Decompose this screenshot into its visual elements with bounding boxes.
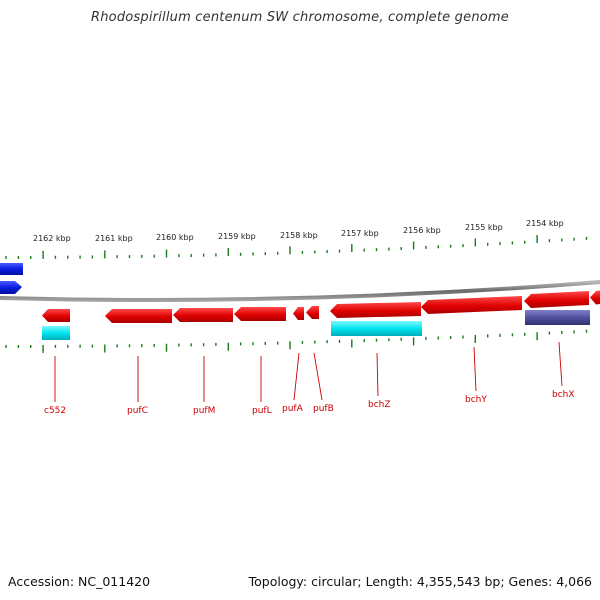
gene-arrow-icon[interactable]: [173, 308, 233, 322]
gene-label-pufc: pufC: [127, 406, 148, 416]
gene-feature-cyan[interactable]: [42, 326, 70, 340]
kbp-label: 2160 kbp: [156, 233, 194, 242]
gene-label-pufb: pufB: [313, 404, 334, 414]
chromosome-backbone: [0, 280, 600, 302]
gene-label-pufl: pufL: [252, 406, 272, 416]
kbp-label: 2161 kbp: [95, 234, 133, 243]
kbp-label: 2156 kbp: [403, 226, 441, 235]
gene-label-bchz: bchZ: [368, 400, 391, 410]
gene-arrow-icon[interactable]: [524, 291, 589, 308]
gene-arrow-icon[interactable]: [330, 302, 421, 318]
topology-text: Topology: circular; Length: 4,355,543 bp…: [248, 574, 592, 589]
gene-label-pufm: pufM: [193, 406, 215, 416]
gene-arrow-icon[interactable]: [590, 290, 600, 305]
kbp-label: 2155 kbp: [465, 223, 503, 232]
gene-label-bchx: bchX: [552, 390, 575, 400]
kbp-scale-labels: 2162 kbp 2161 kbp 2160 kbp 2159 kbp 2158…: [33, 219, 564, 243]
gene-label-bchy: bchY: [465, 395, 487, 405]
label-leaders: [54, 341, 563, 402]
map-title: Rhodospirillum centenum SW chromosome, c…: [91, 10, 509, 25]
gene-labels: c552 pufC pufM pufL pufA pufB bchZ bchY …: [44, 390, 575, 416]
gene-arrow-icon[interactable]: [42, 309, 70, 322]
kbp-label: 2158 kbp: [280, 231, 318, 240]
gene-feature-blue[interactable]: [0, 263, 23, 275]
gene-arrow-icon[interactable]: [105, 309, 172, 323]
kbp-label: 2159 kbp: [218, 232, 256, 241]
gene-arrow-icon[interactable]: [306, 306, 319, 319]
gene-feature-cyan[interactable]: [331, 321, 422, 336]
gene-arrow-icon[interactable]: [293, 307, 304, 320]
kbp-label: 2162 kbp: [33, 234, 71, 243]
gene-feature-blue[interactable]: [0, 281, 22, 294]
kbp-label: 2157 kbp: [341, 229, 379, 238]
accession-text: Accession: NC_011420: [8, 574, 151, 589]
gene-label-pufa: pufA: [282, 404, 304, 414]
kbp-label: 2154 kbp: [526, 219, 564, 228]
gene-label-c552: c552: [44, 406, 66, 416]
gene-arrow-icon[interactable]: [234, 307, 286, 321]
gene-arrow-icon[interactable]: [421, 296, 522, 314]
gene-feature-slate[interactable]: [525, 310, 590, 325]
scale-ticks-top: [5, 235, 588, 259]
scale-ticks-bottom: [5, 329, 588, 353]
